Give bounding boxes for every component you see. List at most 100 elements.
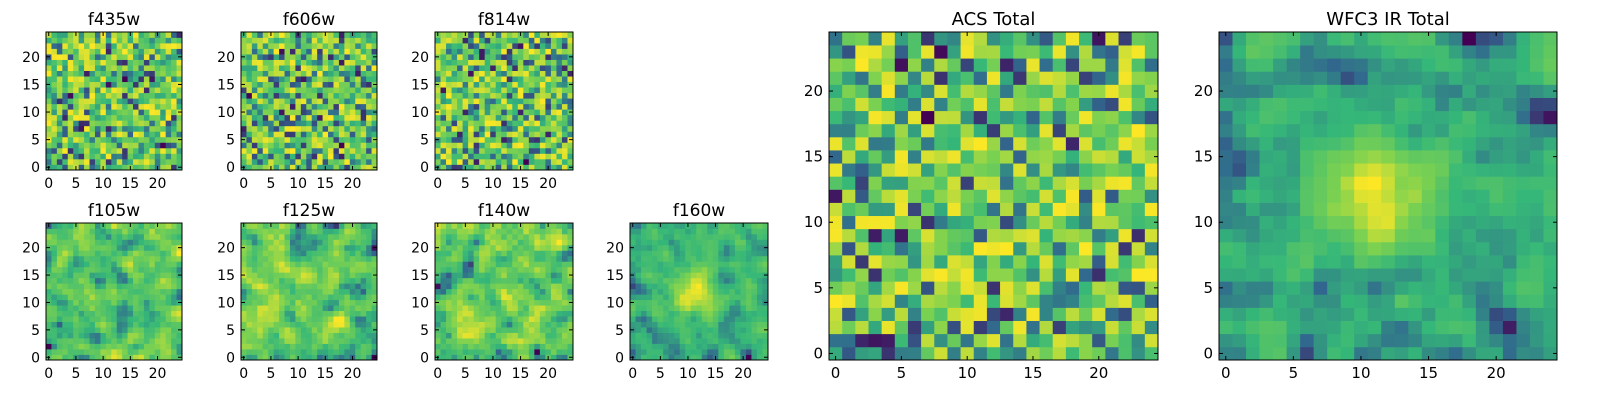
heatmap-cell (668, 223, 675, 229)
heatmap-cell (300, 98, 307, 105)
heatmap-cell (279, 147, 285, 154)
heatmap-cell (484, 114, 491, 121)
x-tick-label: 20 (149, 366, 167, 382)
heatmap-cell (143, 81, 150, 88)
heatmap-cell (127, 81, 134, 88)
heatmap-cell (512, 54, 519, 60)
heatmap-cell (506, 103, 513, 110)
heatmap-cell (241, 255, 247, 262)
heatmap-cell (257, 283, 264, 290)
heatmap-cell (668, 272, 675, 279)
heatmap-cell (317, 81, 323, 88)
heatmap-cell (907, 333, 922, 348)
heatmap-cell (539, 277, 546, 284)
heatmap-cell (165, 288, 172, 295)
heatmap-cell (501, 48, 508, 55)
heatmap-cell (561, 255, 568, 262)
heatmap-cell (646, 228, 653, 235)
heatmap-cell (51, 338, 58, 344)
heatmap-cell (322, 103, 329, 110)
heatmap-cell (138, 147, 145, 154)
heatmap-cell (46, 158, 52, 165)
heatmap-cell (273, 288, 280, 295)
heatmap-cell (241, 266, 247, 273)
heatmap-cell (674, 343, 681, 350)
heatmap-cell (679, 239, 686, 246)
heatmap-cell (490, 48, 497, 55)
heatmap-cell (46, 261, 52, 268)
heatmap-cell (986, 189, 1001, 203)
heatmap-cell (881, 320, 896, 335)
heatmap-cell (366, 244, 372, 251)
heatmap-cell (89, 272, 96, 279)
heatmap-cell (561, 164, 568, 171)
heatmap-cell (355, 120, 362, 127)
heatmap-cell (663, 255, 669, 262)
heatmap-cell (567, 120, 574, 127)
heatmap-cell (100, 266, 107, 273)
heatmap-cell (756, 233, 763, 240)
heatmap-cell (751, 266, 758, 273)
heatmap-cell (545, 343, 552, 350)
heatmap-cell (289, 147, 296, 154)
heatmap-cell (556, 158, 563, 165)
heatmap-cell (165, 338, 172, 344)
heatmap-cell (295, 114, 302, 121)
heatmap-cell (322, 147, 329, 154)
heatmap-cell (127, 310, 134, 317)
heatmap-cell (550, 136, 557, 143)
heatmap-cell (349, 65, 356, 71)
heatmap-cell (94, 136, 101, 143)
heatmap-cell (679, 228, 686, 235)
heatmap-cell (133, 316, 139, 322)
heatmap-cell (881, 307, 896, 321)
heatmap-cell (462, 250, 469, 257)
heatmap-cell (663, 321, 669, 328)
heatmap-cell (545, 255, 552, 262)
heatmap-cell (138, 343, 145, 350)
heatmap-cell (273, 131, 280, 138)
heatmap-cell (517, 321, 524, 328)
heatmap-cell (842, 255, 856, 269)
heatmap-cell (756, 294, 763, 301)
heatmap-cell (289, 288, 296, 295)
heatmap-cell (165, 153, 172, 160)
heatmap-cell (122, 299, 128, 306)
heatmap-cell (501, 54, 508, 60)
heatmap-cell (344, 125, 351, 132)
heatmap-cell (462, 305, 469, 312)
heatmap-cell (506, 266, 513, 273)
heatmap-cell (306, 54, 313, 60)
heatmap-cell (289, 164, 296, 171)
heatmap-cell (745, 332, 752, 339)
heatmap-cell (1039, 241, 1054, 256)
heatmap-cell (528, 158, 535, 165)
heatmap-cell (495, 244, 502, 251)
heatmap-cell (338, 142, 345, 149)
heatmap-cell (56, 354, 63, 361)
heatmap-cell (881, 281, 896, 295)
heatmap-cell (440, 288, 447, 295)
heatmap-cell (1013, 346, 1027, 361)
heatmap-cell (934, 176, 948, 190)
heatmap-cell (740, 305, 747, 312)
heatmap-cell (473, 310, 480, 317)
heatmap-cell (322, 65, 329, 71)
heatmap-cell (829, 281, 843, 295)
heatmap-cell (457, 332, 463, 339)
heatmap-cell (534, 316, 541, 322)
heatmap-cell (160, 244, 167, 251)
heatmap-cell (133, 277, 139, 284)
heatmap-cell (241, 343, 247, 350)
heatmap-cell (718, 250, 725, 257)
heatmap-cell (257, 32, 264, 38)
heatmap-cell (556, 316, 563, 322)
heatmap-cell (360, 109, 367, 116)
heatmap-cell (462, 327, 469, 333)
heatmap-cell (495, 48, 502, 55)
heatmap-cell (674, 233, 681, 240)
heatmap-cell (295, 65, 302, 71)
heatmap-cell (279, 321, 285, 328)
heatmap-cell (73, 142, 79, 149)
heatmap-cell (149, 87, 156, 94)
